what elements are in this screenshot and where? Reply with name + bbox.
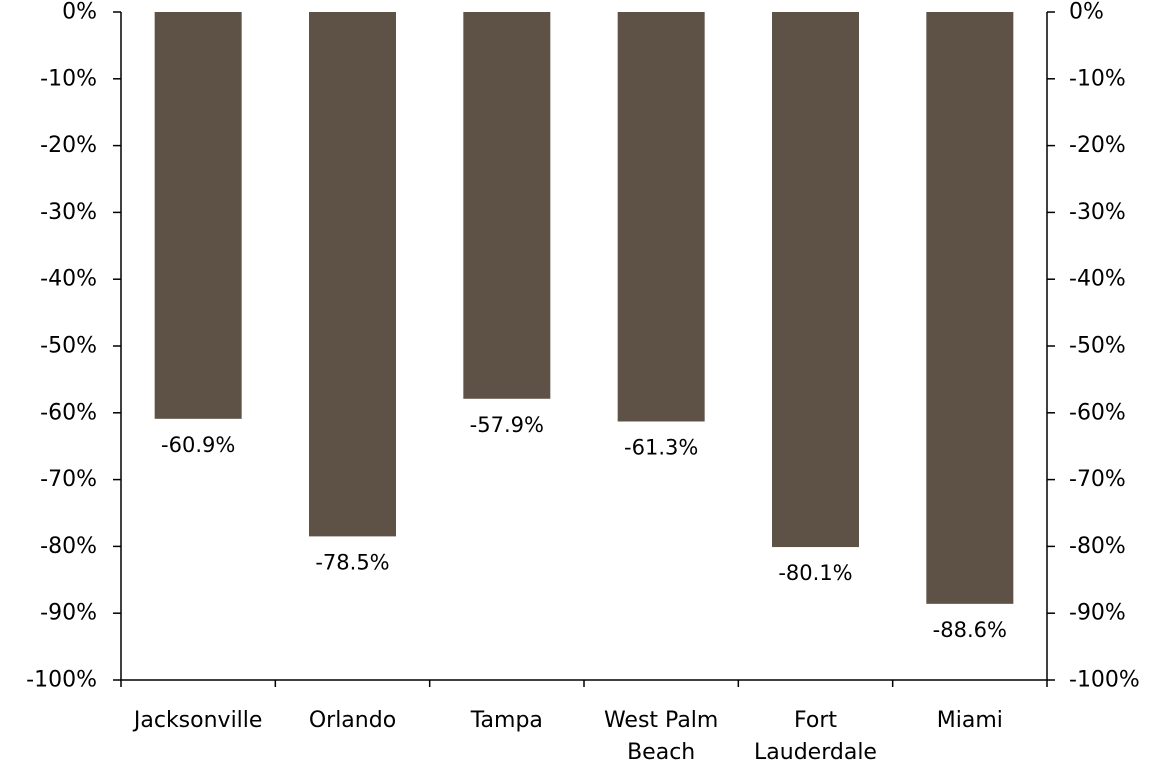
x-axis: Jacksonville Orlando Tampa West Palm Beach Fo… <box>120 679 1048 765</box>
x-category-label: Orlando <box>309 708 396 733</box>
left-y-tick-label: -90% <box>40 601 97 626</box>
right-y-tick-label: -40% <box>1069 267 1126 292</box>
left-y-tick-label: -100% <box>26 668 97 693</box>
bar-value-label: -78.5% <box>315 550 389 574</box>
right-y-tick-label: -20% <box>1069 133 1126 158</box>
bar <box>154 12 242 419</box>
left-y-tick-label: -30% <box>40 200 97 225</box>
bar <box>463 12 551 399</box>
right-y-tick-label: -10% <box>1069 66 1126 91</box>
right-y-tick-label: -60% <box>1069 400 1126 425</box>
right-y-tick-label: -80% <box>1069 534 1126 559</box>
bar-value-label: -80.1% <box>778 561 852 585</box>
right-y-tick-label: -100% <box>1069 668 1140 693</box>
left-y-tick-label: 0% <box>62 0 97 25</box>
bar-value-label: -57.9% <box>470 413 544 437</box>
left-y-tick-label: -50% <box>40 334 97 359</box>
left-y-tick-label: -70% <box>40 467 97 492</box>
bar-value-label: -88.6% <box>933 618 1007 642</box>
right-y-tick-label: -30% <box>1069 200 1126 225</box>
x-category-label: Fort Lauderdale <box>754 708 877 765</box>
left-y-tick-label: -80% <box>40 534 97 559</box>
left-y-axis: 0% -10% -20% -30% -40% -50% -60% -70% -80% -90% -1… <box>26 0 122 693</box>
x-category-label: Jacksonville <box>132 708 263 733</box>
bar <box>772 12 859 548</box>
bar <box>926 12 1014 604</box>
data-labels: -60.9% -78.5% -57.9% -61.3% -80.1% -88.6% <box>161 413 1007 642</box>
x-category-label: West Palm Beach <box>604 708 718 765</box>
right-y-tick-label: -90% <box>1069 601 1126 626</box>
bar-value-label: -60.9% <box>161 433 235 457</box>
left-y-tick-label: -60% <box>40 400 97 425</box>
right-y-tick-label: 0% <box>1069 0 1104 25</box>
x-category-label: Tampa <box>470 708 543 733</box>
left-y-tick-label: -10% <box>40 66 97 91</box>
left-y-tick-label: -40% <box>40 267 97 292</box>
bar-value-label: -61.3% <box>624 435 698 459</box>
x-category-label: Miami <box>937 708 1003 733</box>
left-y-tick-label: -20% <box>40 133 97 158</box>
right-y-tick-label: -70% <box>1069 467 1126 492</box>
right-y-axis: 0% -10% -20% -30% -40% -50% -60% -70% -80% -90% -1… <box>1046 0 1140 693</box>
bar-series <box>154 12 1014 604</box>
right-y-tick-label: -50% <box>1069 334 1126 359</box>
bar <box>617 12 705 422</box>
bar <box>309 12 396 537</box>
